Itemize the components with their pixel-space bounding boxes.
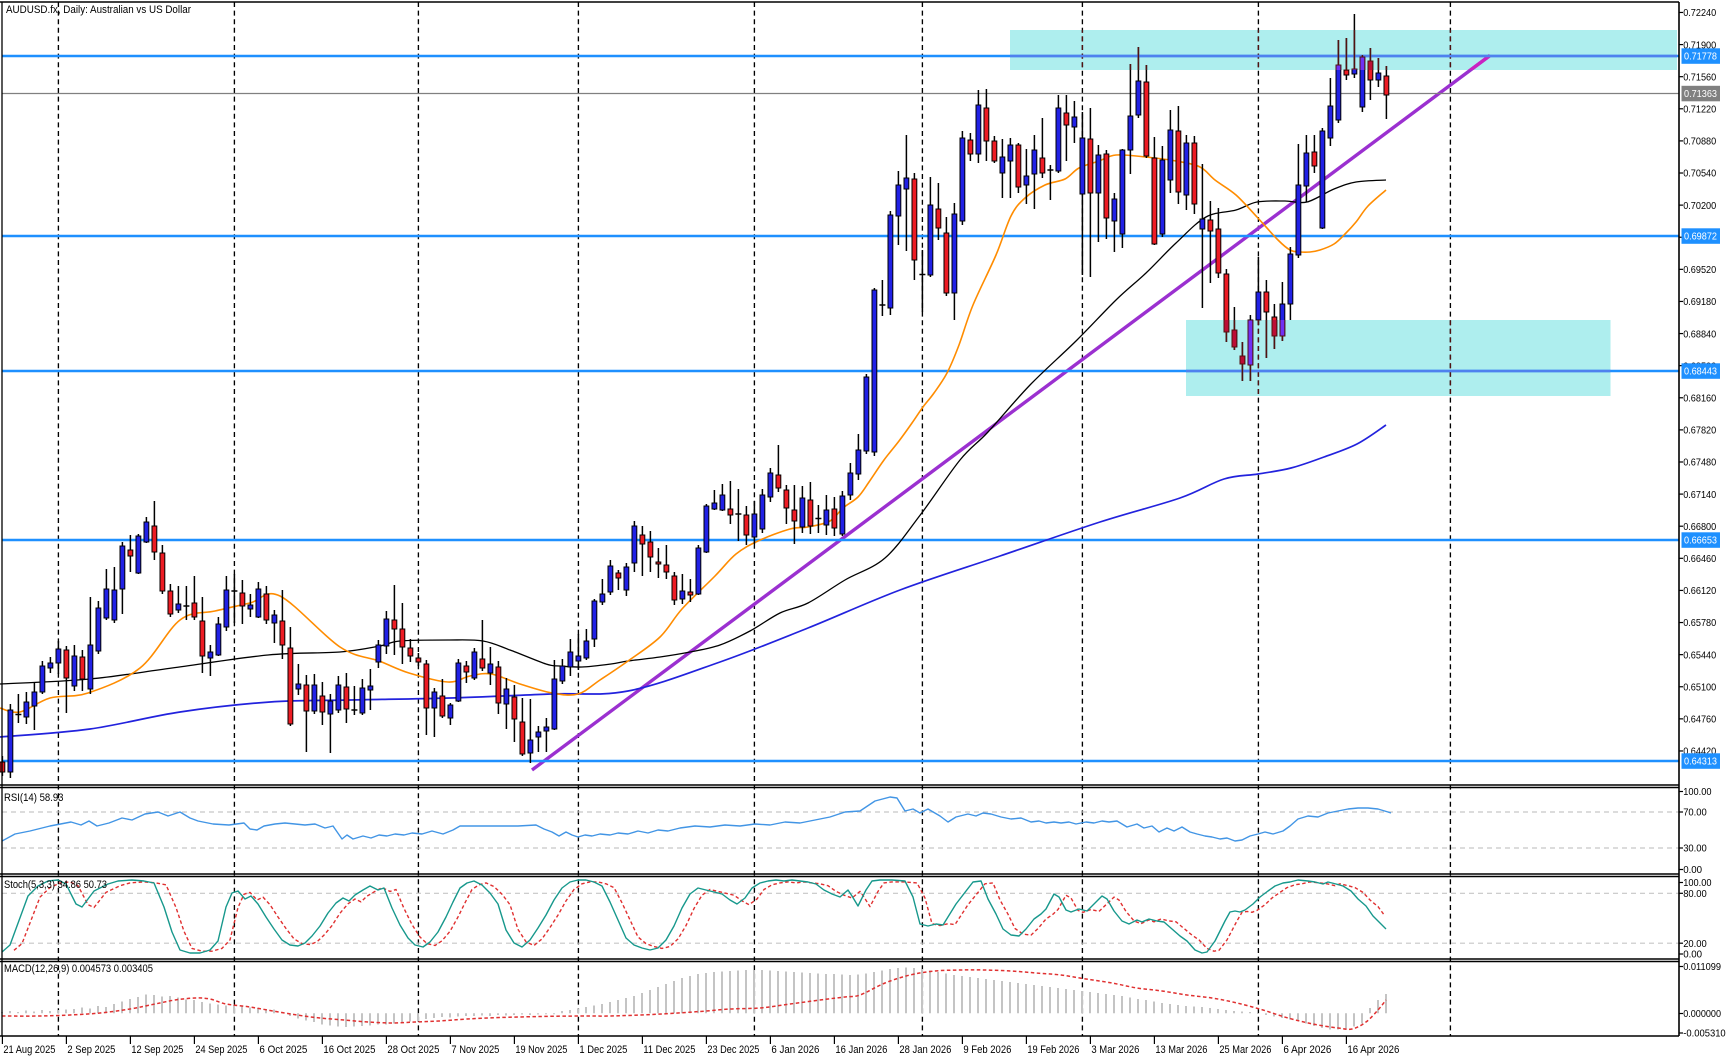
svg-text:0.00: 0.00 bbox=[1683, 864, 1702, 876]
svg-text:28 Oct 2025: 28 Oct 2025 bbox=[387, 1044, 439, 1056]
svg-text:0.72240: 0.72240 bbox=[1683, 7, 1716, 19]
svg-text:6 Apr 2026: 6 Apr 2026 bbox=[1283, 1044, 1331, 1056]
svg-text:Stoch(5,3,3) 34.86 50.73: Stoch(5,3,3) 34.86 50.73 bbox=[4, 879, 107, 891]
svg-text:24 Sep 2025: 24 Sep 2025 bbox=[195, 1044, 247, 1056]
svg-text:0.66653: 0.66653 bbox=[1684, 535, 1717, 547]
svg-text:16 Jan 2026: 16 Jan 2026 bbox=[835, 1044, 887, 1056]
svg-text:0.69180: 0.69180 bbox=[1683, 296, 1716, 308]
svg-text:16 Apr 2026: 16 Apr 2026 bbox=[1347, 1044, 1399, 1056]
svg-text:RSI(14) 58.93: RSI(14) 58.93 bbox=[4, 792, 64, 804]
svg-text:0.64313: 0.64313 bbox=[1684, 756, 1717, 768]
svg-text:0.68840: 0.68840 bbox=[1683, 328, 1716, 340]
svg-text:7 Nov 2025: 7 Nov 2025 bbox=[451, 1044, 499, 1056]
svg-text:3 Mar 2026: 3 Mar 2026 bbox=[1091, 1044, 1139, 1056]
svg-text:0.65440: 0.65440 bbox=[1683, 649, 1716, 661]
svg-text:1 Dec 2025: 1 Dec 2025 bbox=[579, 1044, 627, 1056]
svg-text:0.71220: 0.71220 bbox=[1683, 103, 1716, 115]
svg-text:0.68160: 0.68160 bbox=[1683, 392, 1716, 404]
svg-text:19 Nov 2025: 19 Nov 2025 bbox=[515, 1044, 567, 1056]
svg-text:MACD(12,26,9) 0.004573 0.00340: MACD(12,26,9) 0.004573 0.003405 bbox=[4, 963, 153, 975]
svg-text:100.00: 100.00 bbox=[1683, 786, 1711, 798]
svg-text:19 Feb 2026: 19 Feb 2026 bbox=[1027, 1044, 1079, 1056]
svg-text:2 Sep 2025: 2 Sep 2025 bbox=[67, 1044, 115, 1056]
svg-text:28 Jan 2026: 28 Jan 2026 bbox=[899, 1044, 951, 1056]
svg-text:0.71778: 0.71778 bbox=[1684, 51, 1717, 63]
svg-text:30.00: 30.00 bbox=[1683, 843, 1707, 855]
svg-text:0.66120: 0.66120 bbox=[1683, 585, 1716, 597]
svg-text:0.67480: 0.67480 bbox=[1683, 457, 1716, 469]
svg-text:0.65780: 0.65780 bbox=[1683, 617, 1716, 629]
svg-text:0.00: 0.00 bbox=[1683, 949, 1702, 961]
svg-text:0.71560: 0.71560 bbox=[1683, 71, 1716, 83]
svg-text:16 Oct 2025: 16 Oct 2025 bbox=[323, 1044, 375, 1056]
svg-text:21 Aug 2025: 21 Aug 2025 bbox=[3, 1044, 55, 1056]
svg-text:6 Oct 2025: 6 Oct 2025 bbox=[259, 1044, 307, 1056]
svg-text:11 Dec 2025: 11 Dec 2025 bbox=[643, 1044, 695, 1056]
svg-text:23 Dec 2025: 23 Dec 2025 bbox=[707, 1044, 759, 1056]
svg-text:6 Jan 2026: 6 Jan 2026 bbox=[771, 1044, 819, 1056]
svg-text:0.69872: 0.69872 bbox=[1684, 231, 1717, 243]
svg-text:0.64760: 0.64760 bbox=[1683, 714, 1716, 726]
svg-text:0.67140: 0.67140 bbox=[1683, 489, 1716, 501]
svg-text:0.70880: 0.70880 bbox=[1683, 136, 1716, 148]
svg-text:0.70200: 0.70200 bbox=[1683, 200, 1716, 212]
svg-text:AUDUSD.fx, Daily: Australian: AUDUSD.fx, Daily: Australian vs US Dolla… bbox=[6, 4, 191, 16]
svg-text:20.00: 20.00 bbox=[1683, 938, 1707, 950]
svg-text:80.00: 80.00 bbox=[1683, 888, 1707, 900]
svg-text:0.69520: 0.69520 bbox=[1683, 264, 1716, 276]
svg-text:9 Feb 2026: 9 Feb 2026 bbox=[963, 1044, 1011, 1056]
svg-text:0.71363: 0.71363 bbox=[1684, 88, 1717, 100]
svg-text:12 Sep 2025: 12 Sep 2025 bbox=[131, 1044, 183, 1056]
svg-text:13 Mar 2026: 13 Mar 2026 bbox=[1155, 1044, 1207, 1056]
svg-text:-0.005310: -0.005310 bbox=[1683, 1028, 1726, 1040]
svg-text:0.68443: 0.68443 bbox=[1684, 366, 1717, 378]
svg-text:0.66460: 0.66460 bbox=[1683, 553, 1716, 565]
svg-text:0.66800: 0.66800 bbox=[1683, 521, 1716, 533]
svg-text:0.70540: 0.70540 bbox=[1683, 168, 1716, 180]
svg-text:0.011099: 0.011099 bbox=[1683, 961, 1721, 973]
svg-text:0.71900: 0.71900 bbox=[1683, 39, 1716, 51]
svg-text:0.000000: 0.000000 bbox=[1683, 1008, 1721, 1020]
svg-text:70.00: 70.00 bbox=[1683, 807, 1707, 819]
svg-text:100.00: 100.00 bbox=[1683, 877, 1711, 889]
svg-text:25 Mar 2026: 25 Mar 2026 bbox=[1219, 1044, 1271, 1056]
svg-text:0.67820: 0.67820 bbox=[1683, 425, 1716, 437]
svg-text:0.65100: 0.65100 bbox=[1683, 681, 1716, 693]
